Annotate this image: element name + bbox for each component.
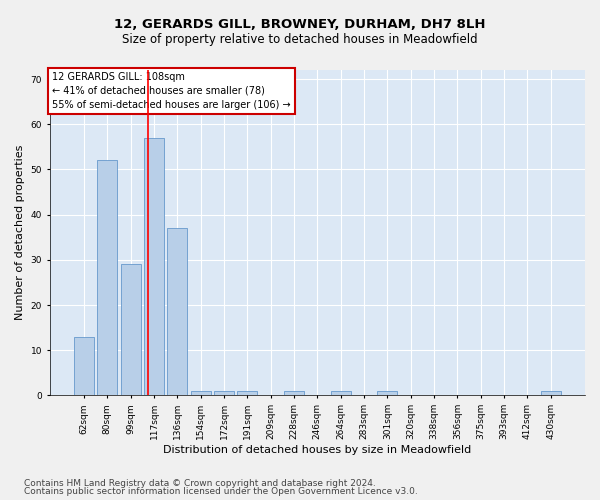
Text: 12, GERARDS GILL, BROWNEY, DURHAM, DH7 8LH: 12, GERARDS GILL, BROWNEY, DURHAM, DH7 8… <box>114 18 486 30</box>
Bar <box>238 391 257 396</box>
Bar <box>377 391 397 396</box>
Text: Contains public sector information licensed under the Open Government Licence v3: Contains public sector information licen… <box>24 487 418 496</box>
Bar <box>144 138 164 396</box>
Bar <box>167 228 187 396</box>
Text: Contains HM Land Registry data © Crown copyright and database right 2024.: Contains HM Land Registry data © Crown c… <box>24 478 376 488</box>
Bar <box>284 391 304 396</box>
Bar <box>214 391 234 396</box>
X-axis label: Distribution of detached houses by size in Meadowfield: Distribution of detached houses by size … <box>163 445 472 455</box>
Bar <box>74 336 94 396</box>
Y-axis label: Number of detached properties: Number of detached properties <box>15 145 25 320</box>
Bar <box>331 391 350 396</box>
Text: 12 GERARDS GILL: 108sqm
← 41% of detached houses are smaller (78)
55% of semi-de: 12 GERARDS GILL: 108sqm ← 41% of detache… <box>52 72 291 110</box>
Text: Size of property relative to detached houses in Meadowfield: Size of property relative to detached ho… <box>122 32 478 46</box>
Bar <box>541 391 560 396</box>
Bar <box>191 391 211 396</box>
Bar <box>121 264 140 396</box>
Bar <box>97 160 117 396</box>
